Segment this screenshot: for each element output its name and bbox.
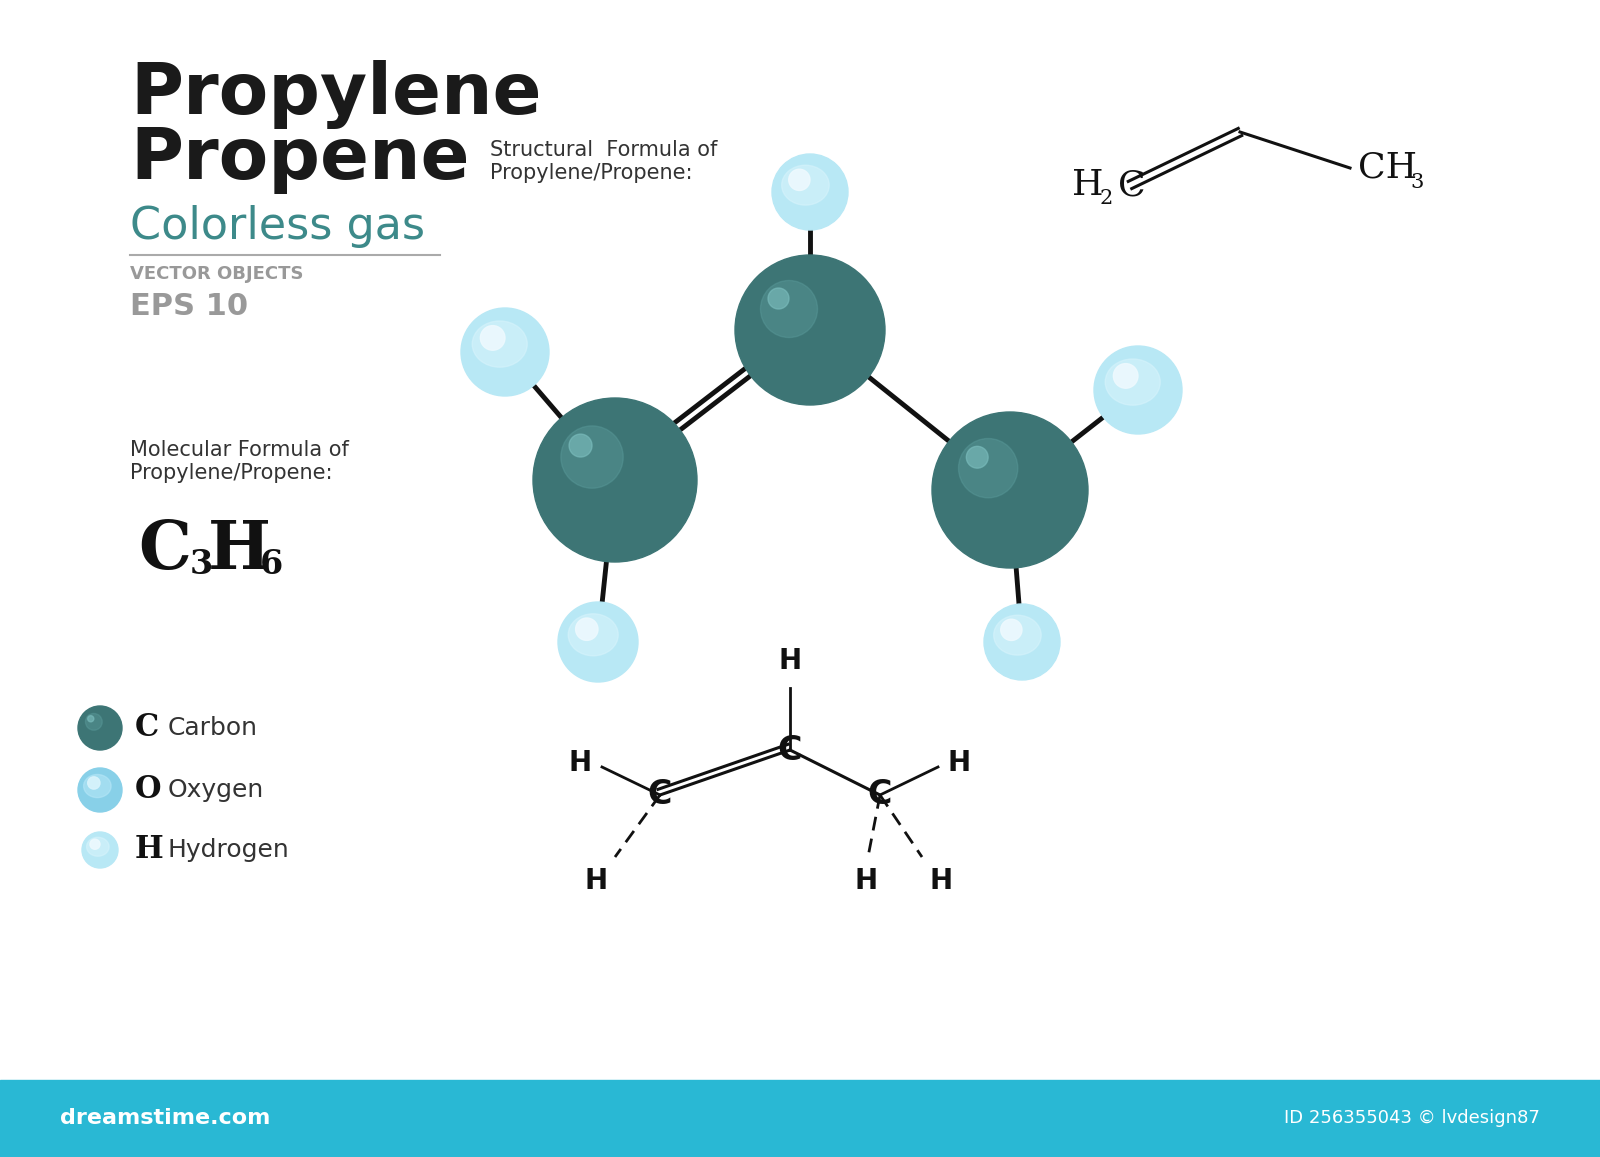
Text: H: H [1072, 168, 1104, 202]
Text: O: O [134, 774, 162, 805]
Ellipse shape [782, 165, 829, 205]
Text: Propene: Propene [130, 125, 469, 194]
Circle shape [82, 832, 118, 868]
Text: Structural  Formula of
Propylene/Propene:: Structural Formula of Propylene/Propene: [490, 140, 717, 183]
Text: C: C [1118, 168, 1146, 202]
Text: 3: 3 [1410, 172, 1424, 192]
Circle shape [461, 308, 549, 396]
Circle shape [88, 716, 94, 722]
Circle shape [789, 169, 810, 191]
Ellipse shape [568, 614, 618, 656]
Ellipse shape [86, 838, 109, 856]
Text: Colorless gas: Colorless gas [130, 205, 426, 248]
Circle shape [480, 325, 506, 351]
Text: H: H [854, 867, 877, 896]
Ellipse shape [1106, 359, 1160, 405]
Text: EPS 10: EPS 10 [130, 292, 248, 320]
Circle shape [88, 776, 99, 789]
Circle shape [78, 768, 122, 812]
Text: C: C [134, 713, 160, 744]
Text: Molecular Formula of
Propylene/Propene:: Molecular Formula of Propylene/Propene: [130, 440, 349, 484]
Text: C: C [648, 779, 672, 811]
Circle shape [533, 398, 698, 562]
Circle shape [931, 412, 1088, 568]
Text: ID 256355043 © lvdesign87: ID 256355043 © lvdesign87 [1285, 1110, 1539, 1127]
Circle shape [90, 839, 99, 849]
Text: 2: 2 [1101, 190, 1114, 208]
Text: H: H [779, 647, 802, 675]
Text: H: H [586, 867, 608, 896]
Circle shape [570, 434, 592, 457]
Circle shape [1114, 363, 1138, 389]
Text: dreamstime.com: dreamstime.com [61, 1108, 270, 1128]
Circle shape [984, 604, 1059, 680]
Circle shape [966, 447, 989, 469]
Circle shape [1000, 619, 1022, 641]
Text: CH: CH [1358, 152, 1418, 185]
Circle shape [558, 602, 638, 681]
Text: C: C [778, 734, 802, 766]
Circle shape [760, 280, 818, 338]
Circle shape [78, 706, 122, 750]
Text: Oxygen: Oxygen [168, 778, 264, 802]
Ellipse shape [994, 616, 1042, 655]
Text: C: C [867, 779, 893, 811]
Text: C: C [138, 518, 190, 583]
Circle shape [562, 426, 622, 488]
Ellipse shape [83, 774, 110, 797]
Text: 6: 6 [259, 548, 283, 581]
Text: VECTOR OBJECTS: VECTOR OBJECTS [130, 265, 304, 283]
Bar [0, 1079, 1600, 1157]
Text: H: H [208, 518, 270, 583]
Ellipse shape [472, 320, 528, 367]
Text: H: H [947, 749, 971, 778]
Text: H: H [930, 867, 954, 896]
Circle shape [734, 255, 885, 405]
Text: 3: 3 [190, 548, 213, 581]
Circle shape [768, 288, 789, 309]
Text: Hydrogen: Hydrogen [168, 838, 290, 862]
Text: Carbon: Carbon [168, 716, 258, 740]
Circle shape [576, 618, 598, 641]
Circle shape [1094, 346, 1182, 434]
Circle shape [85, 714, 102, 730]
Circle shape [771, 154, 848, 230]
Text: H: H [570, 749, 592, 778]
Text: H: H [134, 834, 163, 865]
Text: Propylene: Propylene [130, 60, 541, 128]
Circle shape [958, 439, 1018, 498]
